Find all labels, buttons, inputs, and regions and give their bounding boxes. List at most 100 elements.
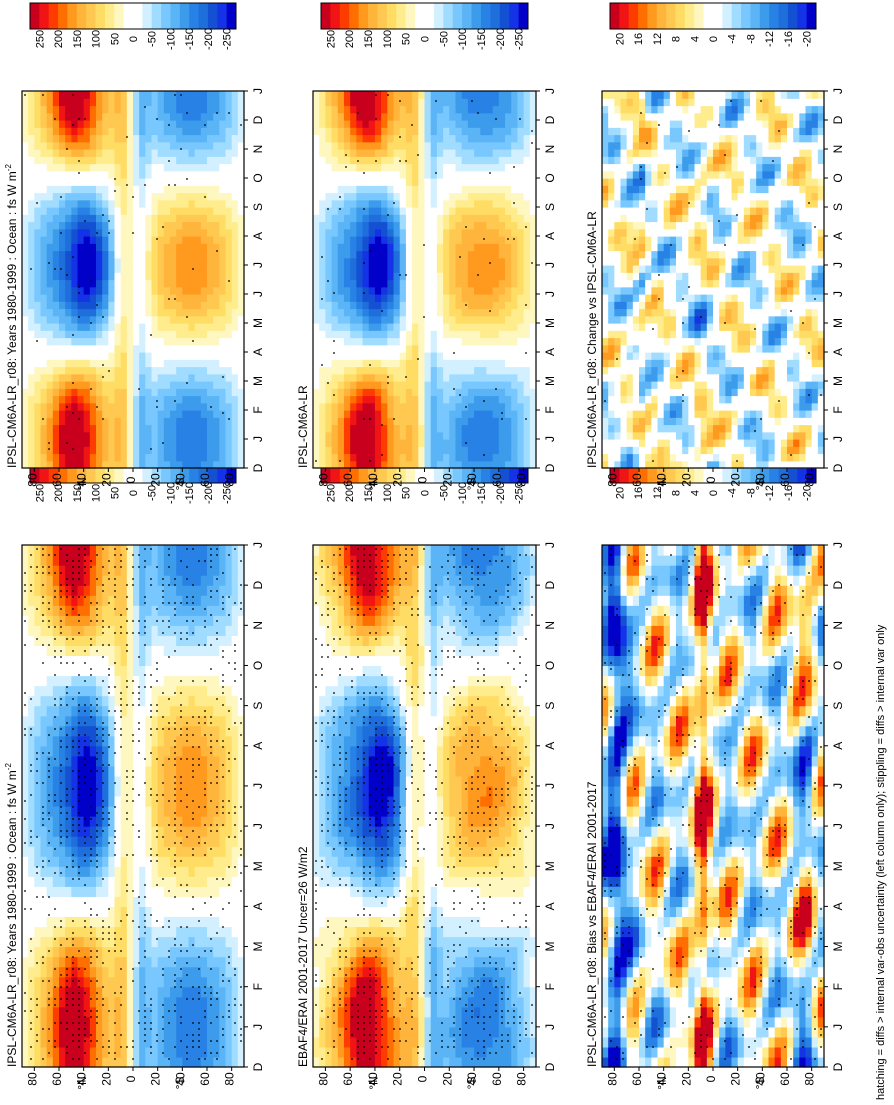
cell (225, 141, 233, 150)
cell (65, 359, 72, 368)
stipple-dot (90, 620, 92, 622)
cell (96, 976, 103, 988)
cell (102, 635, 109, 646)
cell (59, 330, 66, 339)
cell (207, 359, 214, 368)
cell (65, 417, 72, 426)
cell (71, 725, 79, 737)
cell (34, 555, 42, 566)
stipple-dot (150, 1004, 152, 1006)
stipple-dot (66, 614, 68, 616)
lat-tick-label: 80 (25, 1072, 39, 1086)
stipple-dot (78, 734, 80, 736)
cell (89, 417, 97, 426)
stipple-dot (126, 914, 128, 916)
cell (22, 417, 29, 426)
cell (28, 156, 35, 165)
cell (237, 214, 245, 223)
cell (176, 775, 183, 787)
stipple-dot (138, 752, 140, 754)
cell (102, 896, 109, 907)
stipple-dot (72, 770, 74, 772)
cell (126, 366, 134, 375)
cell (225, 685, 233, 697)
cell (71, 826, 79, 837)
cell (194, 453, 202, 462)
cell (126, 555, 134, 566)
cell (225, 221, 233, 230)
cell (65, 785, 72, 797)
cell (219, 685, 227, 697)
cell (28, 120, 35, 128)
cell (225, 725, 233, 737)
stipple-dot (42, 572, 44, 574)
cell (145, 417, 153, 426)
cell (114, 141, 122, 150)
cell (219, 715, 227, 727)
cell (59, 836, 66, 847)
cell (139, 98, 146, 107)
stipple-dot (144, 1010, 146, 1012)
stipple-dot (234, 1034, 236, 1036)
cell (120, 1016, 128, 1028)
cell (219, 755, 227, 767)
cell (34, 286, 42, 295)
cell (145, 185, 153, 194)
cell (40, 1036, 48, 1048)
cell (52, 120, 60, 128)
cell (114, 352, 122, 360)
cell (28, 192, 35, 201)
cell (145, 916, 153, 928)
cell (237, 199, 245, 208)
stipple-dot (132, 680, 134, 682)
cell (120, 446, 128, 455)
stipple-dot (60, 572, 62, 574)
cell (207, 286, 214, 295)
stipple-dot (90, 280, 92, 282)
cell (65, 866, 72, 877)
cell (170, 279, 177, 288)
cell (120, 1026, 128, 1038)
stipple-dot (126, 184, 128, 186)
cell (46, 352, 54, 360)
cell (231, 170, 239, 179)
cell (219, 323, 227, 331)
stipple-dot (180, 986, 182, 988)
cell (96, 1036, 103, 1048)
cell (170, 395, 177, 404)
cell (151, 956, 159, 968)
cell (59, 388, 66, 397)
cell (102, 926, 109, 938)
cell (188, 388, 196, 397)
cell (182, 185, 190, 194)
cell (194, 236, 202, 244)
stipple-dot (222, 740, 224, 742)
cell (34, 635, 42, 646)
cell (188, 725, 196, 737)
cell (157, 775, 165, 787)
cell (231, 294, 239, 302)
cell (83, 112, 91, 121)
stipple-dot (66, 148, 68, 150)
cell (207, 785, 214, 797)
stipple-dot (234, 974, 236, 976)
stipple-dot (186, 1034, 188, 1036)
cell (65, 192, 72, 201)
cell (231, 315, 239, 324)
cell (108, 395, 116, 404)
stipple-dot (204, 124, 206, 126)
cell (77, 337, 85, 346)
cell (114, 996, 122, 1008)
cell (194, 1046, 202, 1058)
stipple-dot (48, 776, 50, 778)
stipple-dot (138, 962, 140, 964)
cell (163, 1016, 171, 1028)
stipple-dot (192, 944, 194, 946)
cell (71, 886, 79, 897)
cell (157, 725, 165, 737)
cell (188, 91, 196, 99)
cell (139, 1006, 146, 1018)
cell (200, 986, 208, 998)
cell (225, 272, 233, 281)
cell (225, 330, 233, 339)
